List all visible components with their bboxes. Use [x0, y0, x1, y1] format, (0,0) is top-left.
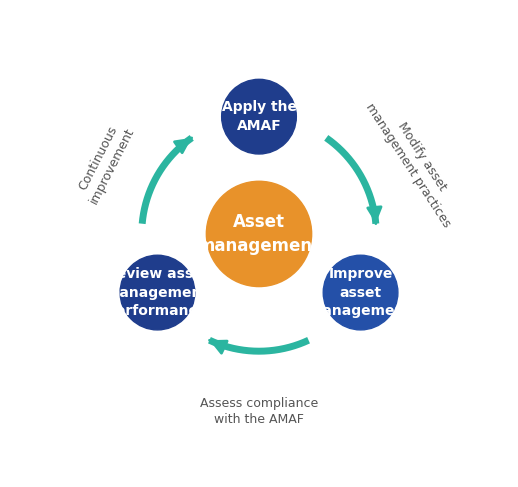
- Text: Improve
asset
management: Improve asset management: [309, 267, 412, 318]
- Text: Continuous
improvement: Continuous improvement: [73, 118, 137, 206]
- Circle shape: [120, 255, 195, 330]
- Text: Modify asset
management practices: Modify asset management practices: [364, 93, 467, 230]
- Text: Asset
management: Asset management: [197, 213, 321, 255]
- Text: Review asset
management
performance: Review asset management performance: [106, 267, 209, 318]
- Circle shape: [222, 79, 296, 154]
- Circle shape: [206, 181, 312, 286]
- Text: Apply the
AMAF: Apply the AMAF: [222, 100, 296, 133]
- Circle shape: [323, 255, 398, 330]
- Text: Assess compliance
with the AMAF: Assess compliance with the AMAF: [200, 396, 318, 426]
